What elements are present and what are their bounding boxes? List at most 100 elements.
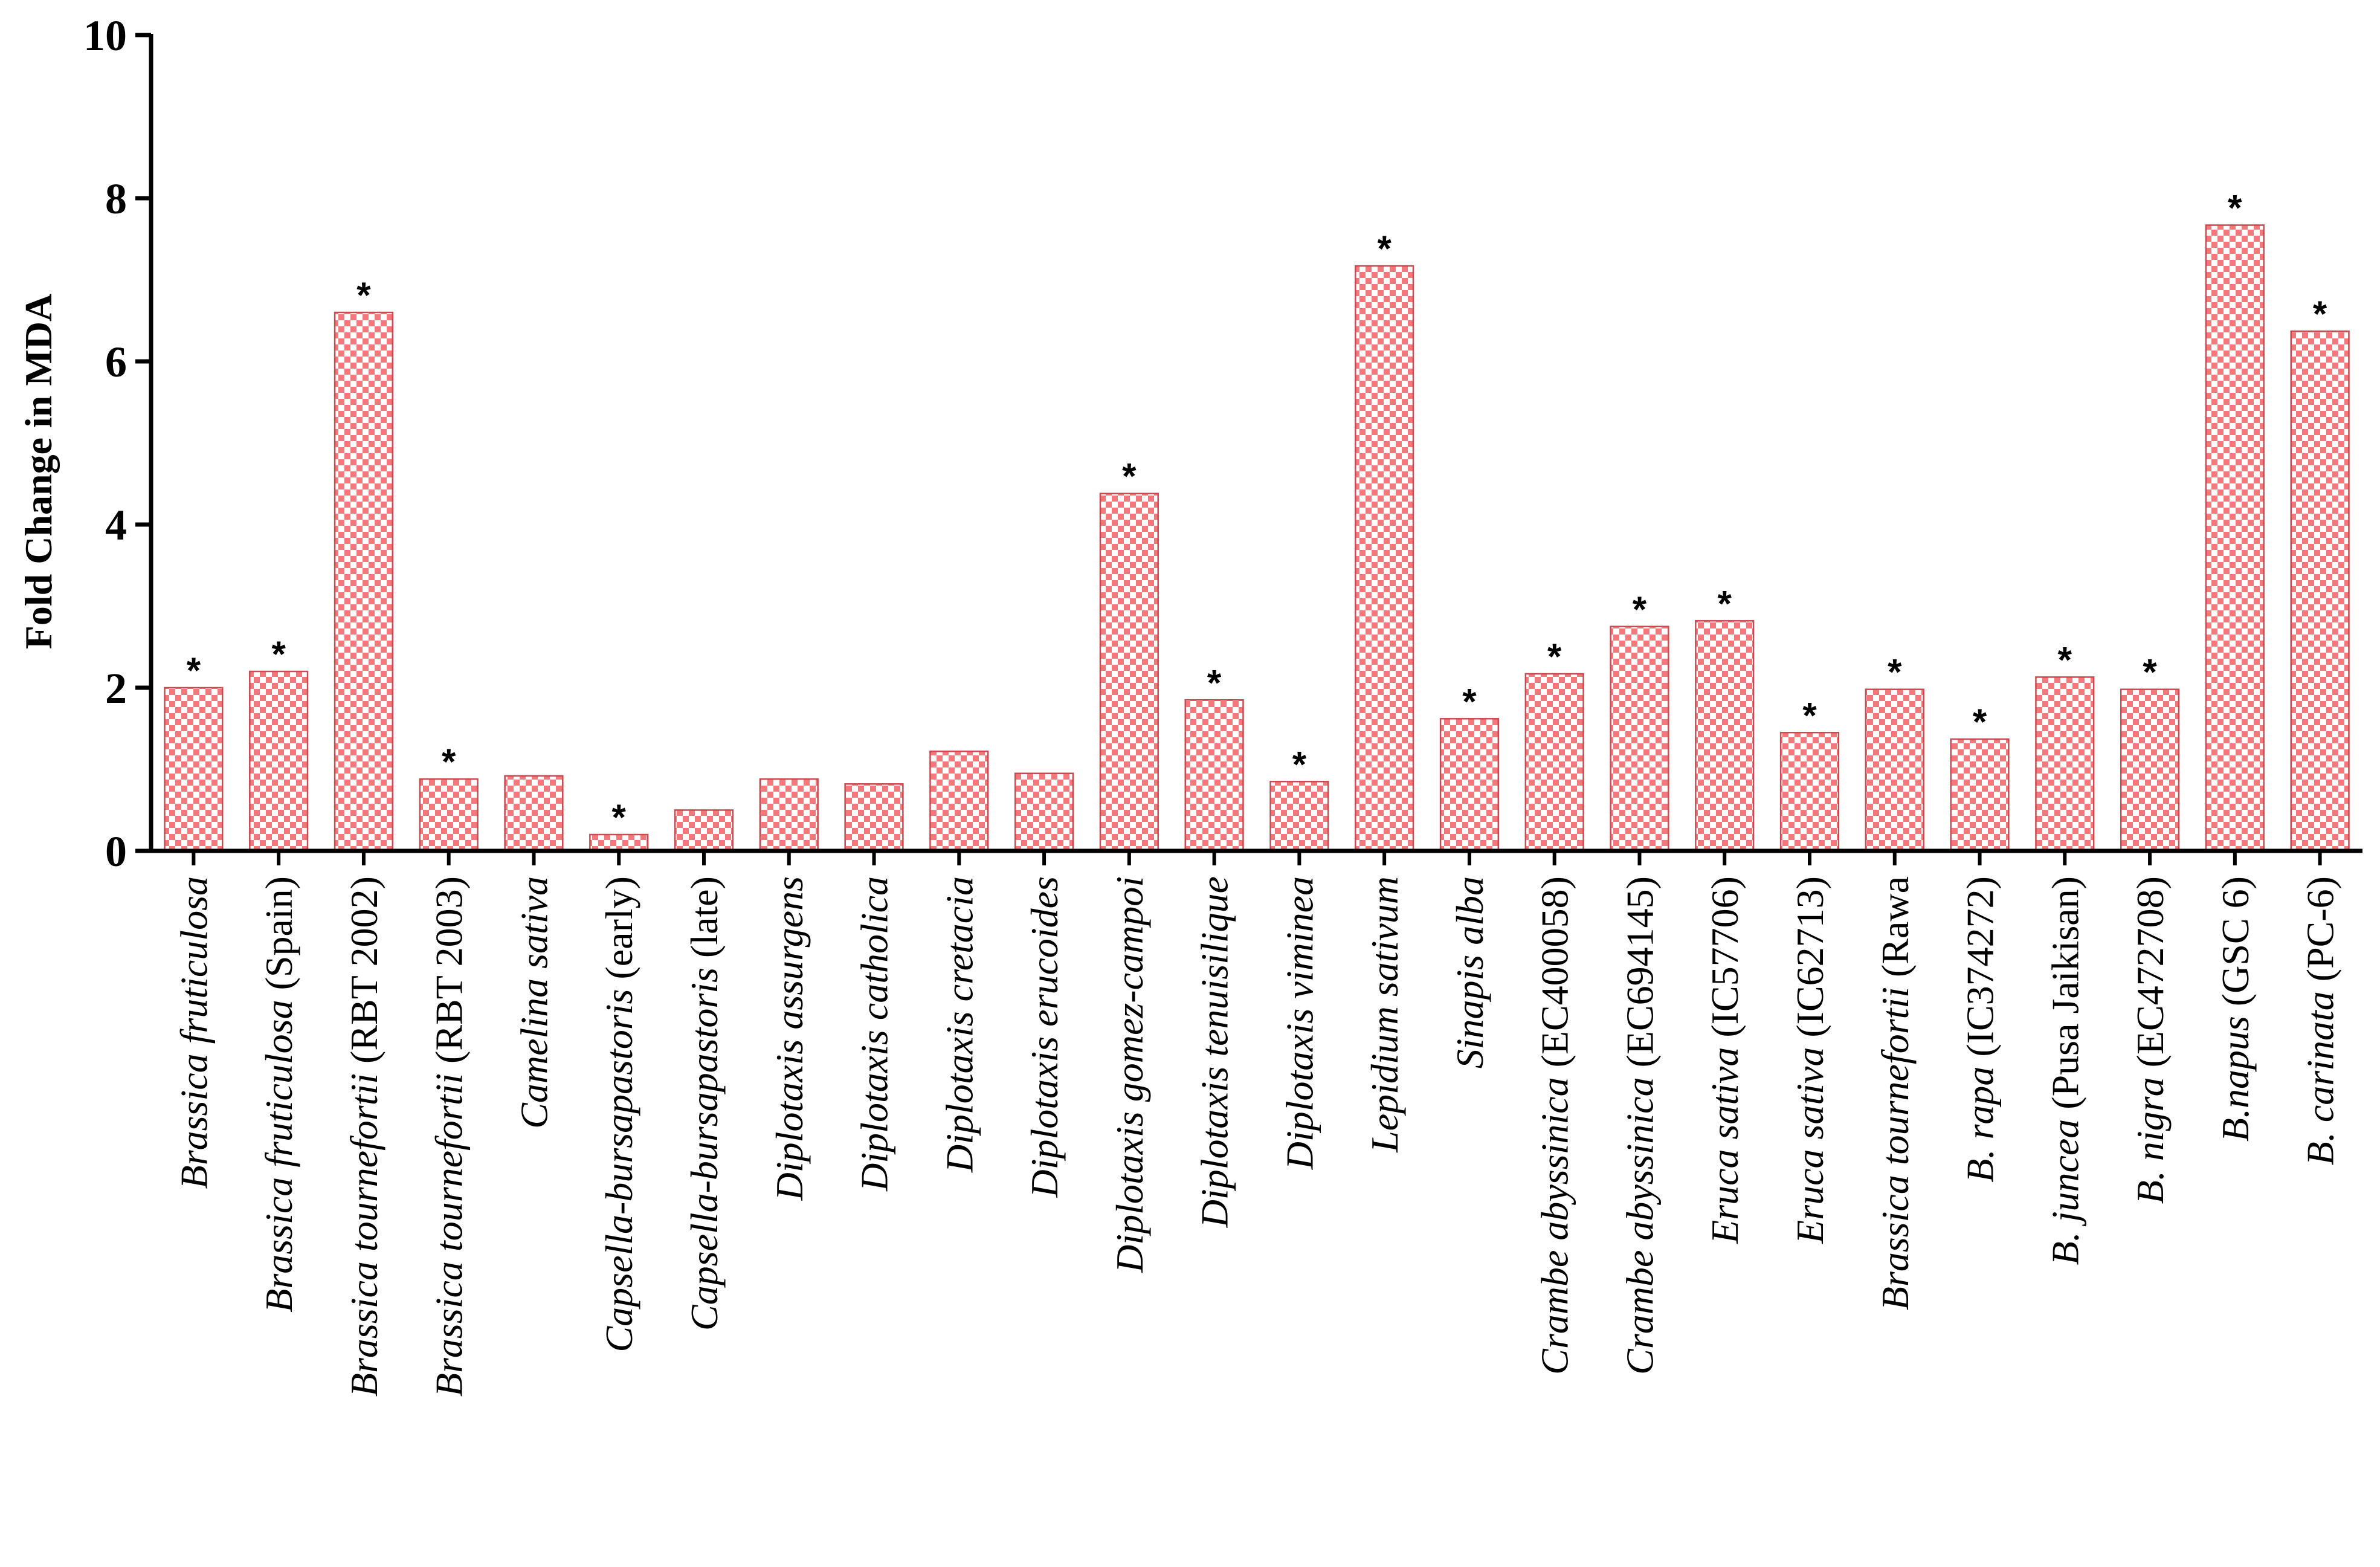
significance-mark: * [1973, 702, 1987, 742]
category-label: Diplotaxis erucoides [1023, 876, 1066, 1198]
category-label-species: Diplotaxis assurgens [768, 876, 811, 1201]
y-axis-title: Fold Change in MDA [17, 294, 60, 650]
y-tick-label: 8 [105, 175, 127, 223]
category-label-species: Brassica fruticulosa [257, 1000, 300, 1312]
category-label: Brassica tournefortii (Rawa [1874, 876, 1917, 1310]
bar [164, 687, 224, 852]
category-label-species: Brassica tournefortii [1874, 987, 1917, 1310]
category-label-variety: (late) [683, 876, 726, 968]
category-label-variety: (Spain) [257, 876, 300, 1000]
category-label-species: B. rapa [1959, 1067, 2002, 1183]
category-label-species: Eruca sativa [1788, 1047, 1831, 1244]
significance-mark: * [1207, 662, 1222, 703]
bar [2205, 224, 2265, 852]
category-label-variety: (EC400058) [1533, 876, 1576, 1077]
category-label: Diplotaxis catholica [853, 876, 896, 1192]
category-label-species: Diplotaxis catholica [853, 876, 896, 1192]
bar [504, 775, 564, 852]
category-label: B. carinata (PC-6) [2299, 876, 2342, 1165]
significance-mark: * [442, 741, 456, 782]
category-label: Capsella-bursapastoris (early) [598, 876, 640, 1352]
category-label: Brassica tournefortii (RBT 2003) [428, 876, 471, 1397]
bar [1439, 718, 1500, 852]
category-label: Diplotaxis gomez-campoi [1108, 876, 1151, 1273]
category-label-variety: (Rawa [1874, 876, 1917, 987]
bar [1610, 625, 1669, 852]
bar [929, 751, 989, 852]
bar [334, 311, 394, 852]
category-label-species: Crambe abyssinica [1618, 1077, 1661, 1374]
category-label: B. rapa (IC374272) [1959, 876, 2002, 1183]
significance-mark: * [271, 634, 286, 674]
bar [1865, 688, 1924, 852]
plot-area: * * * * * * * * * * * * * * * * * * * * [164, 188, 2350, 852]
bar [1524, 673, 1584, 852]
category-label-species: B.napus [2214, 1016, 2257, 1142]
bar [2290, 330, 2350, 852]
significance-mark: * [2228, 188, 2242, 228]
category-label-species: Capsella-bursapastoris [598, 989, 640, 1352]
x-axis: Brassica fruticulosa Brassica fruticulosa… [149, 848, 2362, 1397]
category-label-species: Crambe abyssinica [1533, 1077, 1576, 1374]
y-tick-label: 0 [105, 827, 127, 876]
category-label-variety: (IC374272) [1959, 876, 2002, 1067]
category-label: Diplotaxis cretacia [938, 876, 981, 1173]
category-label-species: Eruca sativa [1703, 1047, 1746, 1244]
category-label-species: Diplotaxis tenuisilique [1193, 876, 1236, 1228]
category-label-species: Lepidium sativum [1363, 876, 1406, 1153]
category-label: Capsella-bursapastoris (late) [683, 876, 726, 1331]
y-tick-label: 10 [83, 11, 127, 60]
significance-mark: * [1292, 744, 1307, 784]
category-label-variety: (RBT 2003) [428, 876, 471, 1073]
bar [844, 783, 904, 852]
category-label-variety: (PC-6) [2299, 876, 2342, 991]
category-label-variety: (EC472708) [2129, 876, 2172, 1077]
bar [1779, 732, 1840, 852]
significance-mark: * [612, 797, 627, 838]
bar [1269, 781, 1329, 852]
bar [1014, 772, 1074, 852]
significance-mark: * [356, 275, 371, 315]
significance-mark: * [1377, 228, 1392, 269]
bar [2035, 676, 2095, 852]
bar [1184, 699, 1244, 852]
y-tick-label: 2 [105, 664, 127, 712]
bar [249, 670, 309, 852]
category-label: B. juncea (Pusa Jaikisan) [2043, 876, 2086, 1265]
bar [674, 809, 734, 852]
significance-mark: * [2058, 639, 2072, 680]
category-label-variety: (Pusa Jaikisan) [2043, 876, 2086, 1119]
category-label: B.napus (GSC 6) [2214, 876, 2257, 1142]
category-label-species: Capsella-bursapastoris [683, 968, 726, 1331]
significance-mark: * [1888, 652, 1902, 693]
category-label: Diplotaxis assurgens [768, 876, 811, 1201]
bar [1099, 493, 1159, 852]
significance-mark: * [187, 650, 201, 691]
y-tick-label: 4 [105, 501, 127, 549]
category-label: Crambe abyssinica (EC400058) [1533, 876, 1576, 1375]
significance-mark: * [1633, 589, 1647, 630]
bar [1355, 265, 1414, 852]
category-label-variety: (GSC 6) [2214, 876, 2257, 1016]
category-label: Brassica tournefortii (RBT 2002) [343, 876, 385, 1397]
category-label-species: B. nigra [2129, 1077, 2172, 1204]
category-label: Sinapis alba [1448, 876, 1491, 1068]
category-label: Brassica fruticulosa (Spain) [257, 876, 300, 1313]
bar [1695, 620, 1755, 852]
significance-mark: * [1718, 583, 1732, 624]
category-label-species: Diplotaxis gomez-campoi [1108, 876, 1151, 1273]
significance-mark: * [1122, 456, 1137, 497]
category-label: Eruca sativa (IC57706) [1703, 876, 1746, 1244]
significance-mark: * [1462, 681, 1477, 722]
category-label: B. nigra (EC472708) [2129, 876, 2172, 1204]
category-label-species: Brassica tournefortii [428, 1073, 471, 1397]
category-label: Diplotaxis tenuisilique [1193, 876, 1236, 1228]
bar [419, 778, 479, 852]
category-label: Eruca sativa (IC62713) [1788, 876, 1831, 1244]
category-label: Crambe abyssinica (EC694145) [1618, 876, 1661, 1375]
category-label: Camelina sativa [512, 876, 555, 1129]
y-tick-label: 6 [105, 338, 127, 386]
y-axis: 0 2 4 6 8 10 [83, 11, 153, 876]
category-label: Brassica fruticulosa [172, 876, 215, 1189]
